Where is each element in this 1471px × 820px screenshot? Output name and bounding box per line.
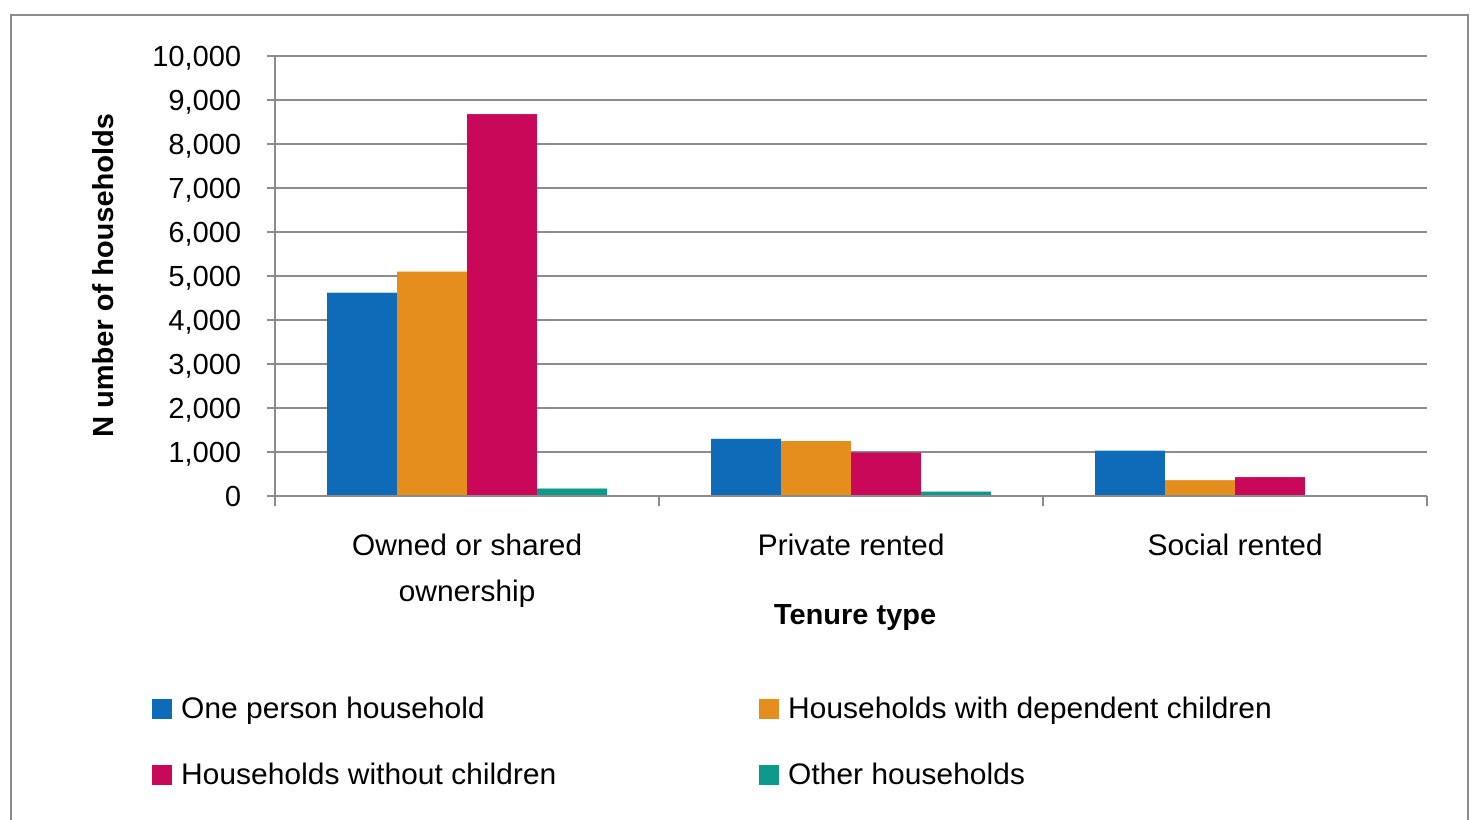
y-tick-label: 5,000 <box>168 261 241 293</box>
bar <box>1095 450 1165 496</box>
y-tick-label: 10,000 <box>152 41 241 73</box>
x-category-labels: Owned or shared ownership Private rented So… <box>352 529 1323 608</box>
y-tick-label: 8,000 <box>168 129 241 161</box>
bar <box>781 441 851 496</box>
y-tick-labels: 0 1,000 2,000 3,000 4,000 5,000 6,000 7,000 8,00… <box>152 41 241 513</box>
bar <box>537 488 607 496</box>
y-tick-label: 4,000 <box>168 305 241 337</box>
bar <box>1235 477 1305 496</box>
bars <box>327 114 1375 496</box>
bar <box>467 114 537 496</box>
x-category-label: Owned or shared <box>352 529 582 562</box>
y-tick-label: 2,000 <box>168 393 241 425</box>
y-tick-label: 9,000 <box>168 85 241 117</box>
x-category-label: ownership <box>399 575 536 608</box>
bar <box>327 292 397 496</box>
y-tick-label: 7,000 <box>168 173 241 205</box>
x-axis-title: Tenure type <box>774 599 936 631</box>
x-category-label: Private rented <box>758 529 945 562</box>
bar <box>397 271 467 496</box>
x-category-label: Social rented <box>1147 529 1322 562</box>
bar <box>1165 480 1235 496</box>
bar <box>711 438 781 496</box>
y-tick-label: 1,000 <box>168 437 241 469</box>
bar <box>851 452 921 496</box>
y-tick-label: 0 <box>225 481 241 513</box>
axes <box>267 55 1428 506</box>
y-tick-label: 3,000 <box>168 349 241 381</box>
y-tick-label: 6,000 <box>168 217 241 249</box>
chart-frame <box>10 14 1469 820</box>
y-axis-title: N umber of households <box>88 113 120 437</box>
bar <box>921 491 991 496</box>
